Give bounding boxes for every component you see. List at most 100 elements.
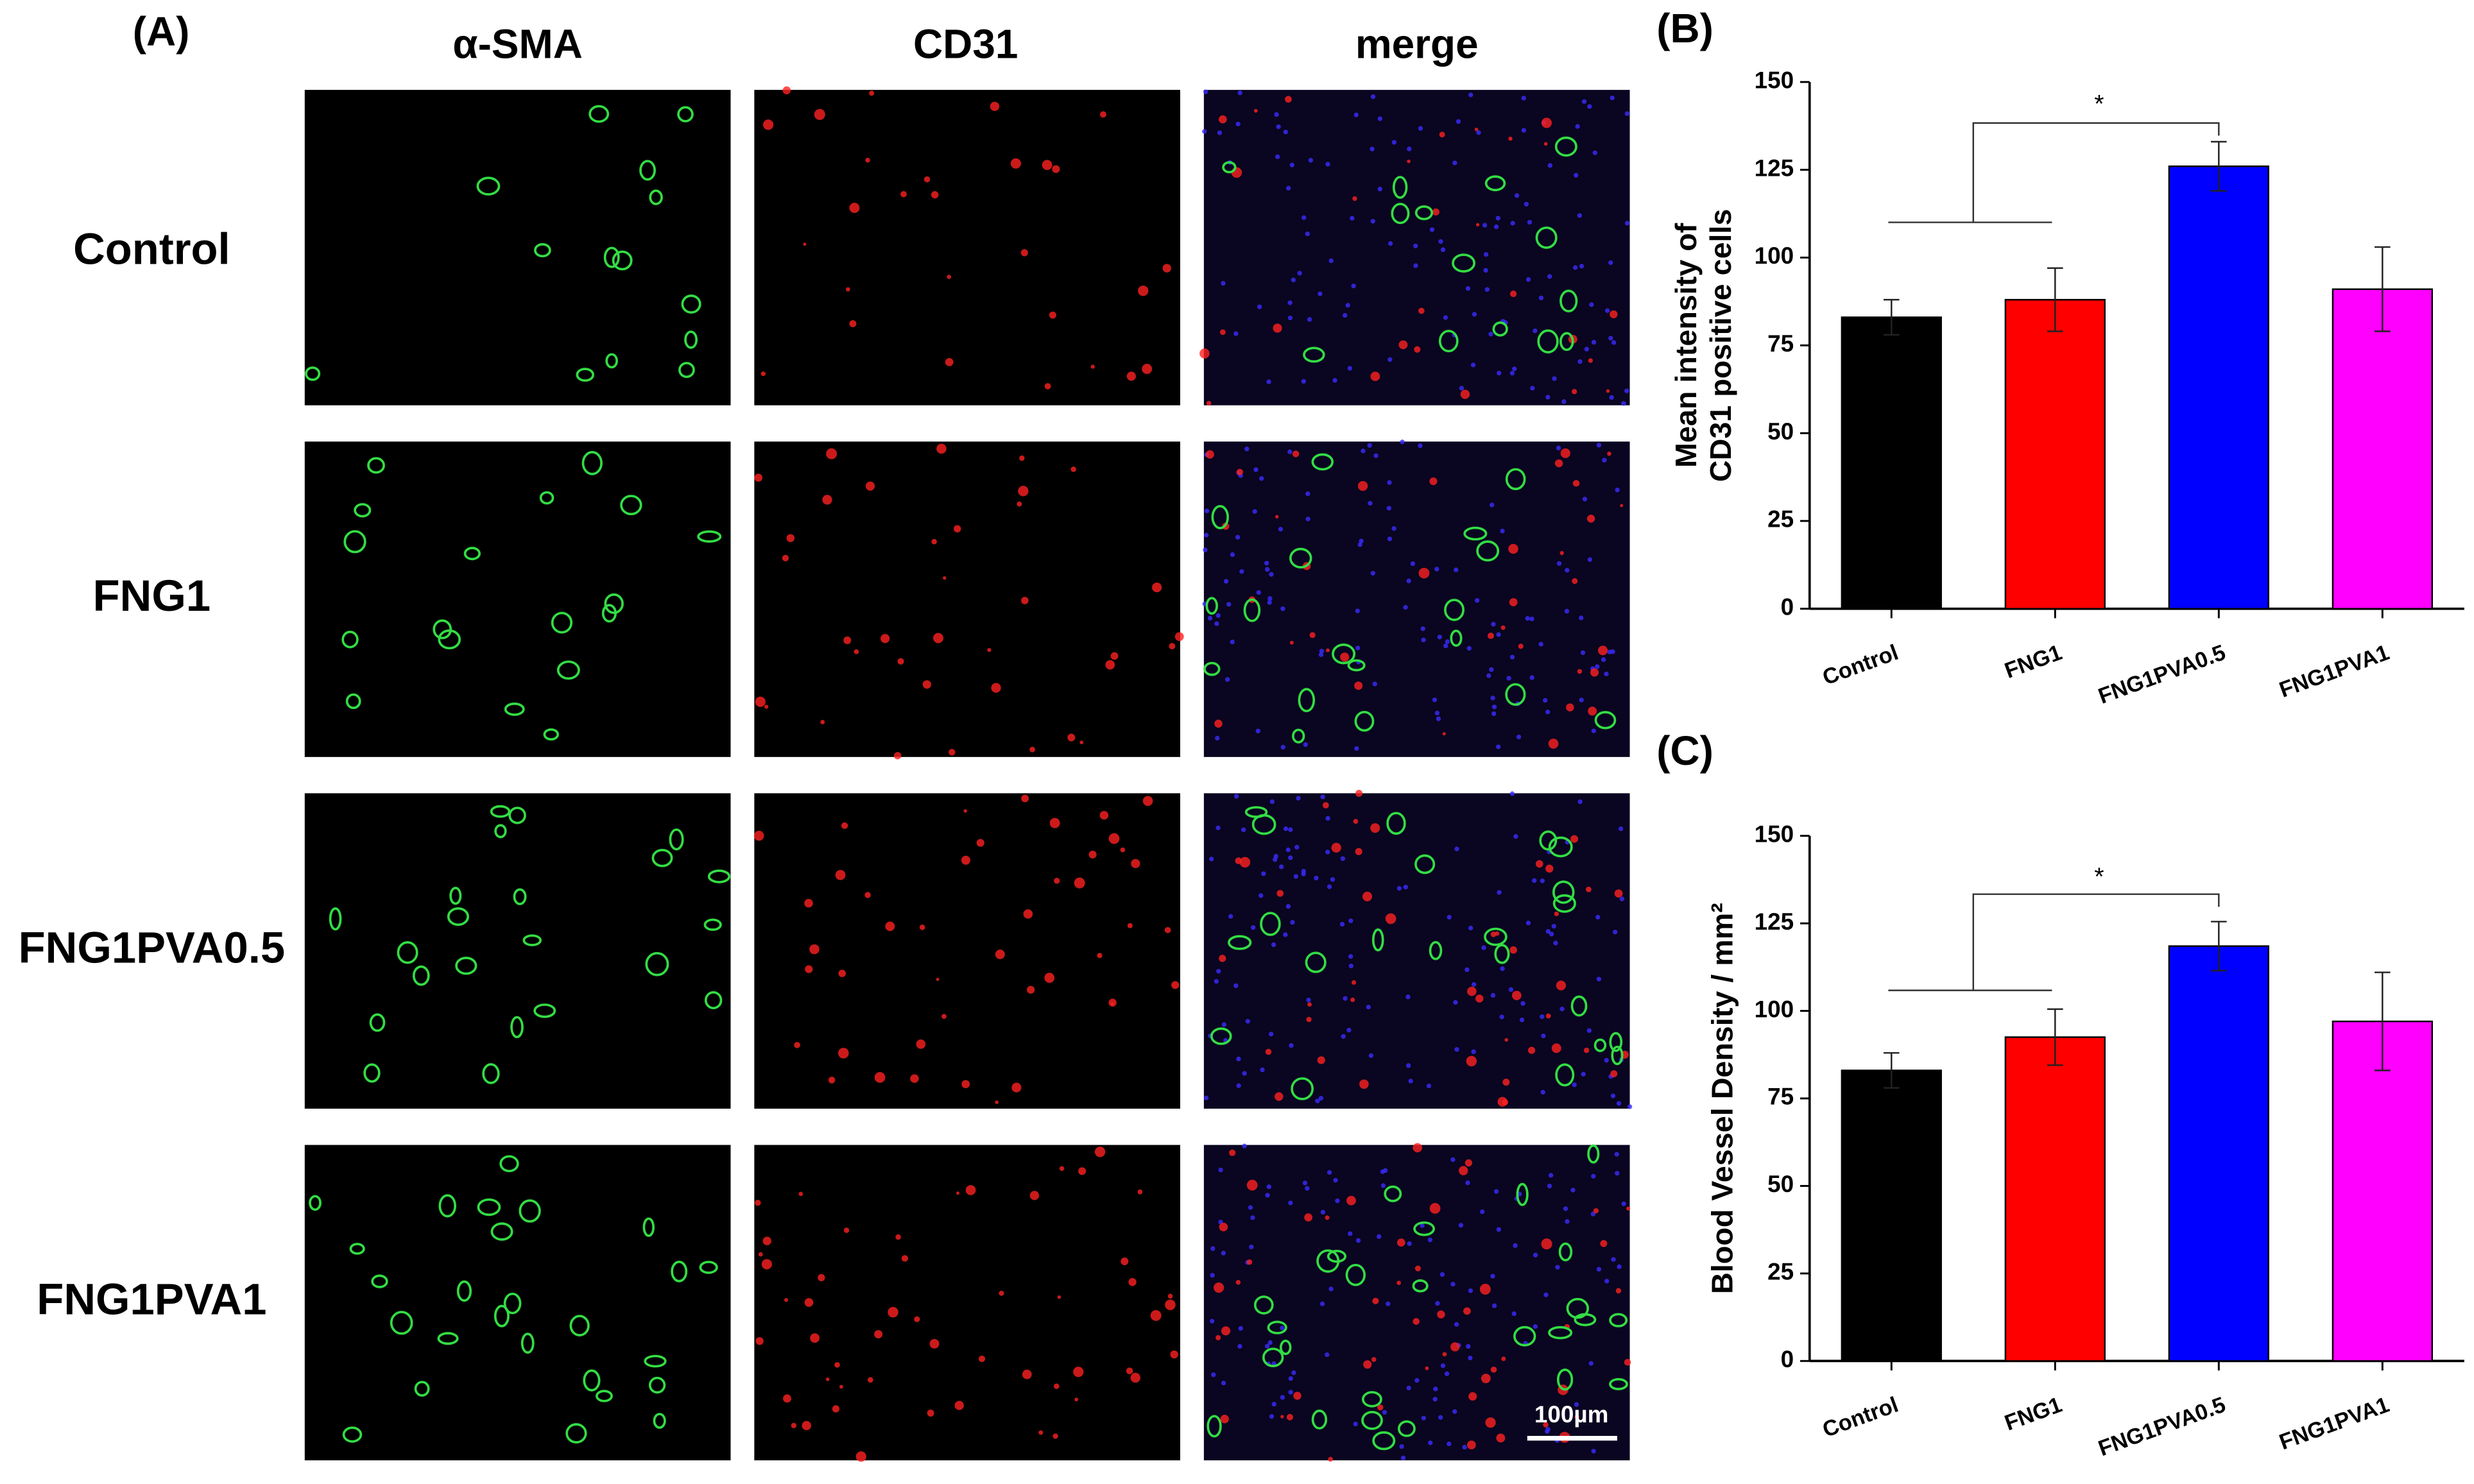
cd31-signal — [1052, 165, 1060, 173]
nucleus — [1529, 675, 1534, 680]
nucleus — [1258, 893, 1264, 898]
cd31-signal — [843, 1227, 850, 1233]
nucleus — [1387, 241, 1393, 246]
sma-ring — [305, 366, 321, 381]
nucleus — [1210, 1318, 1215, 1324]
nucleus — [1579, 264, 1585, 269]
cd31-signal — [1439, 132, 1445, 138]
nucleus — [1221, 1380, 1226, 1386]
nucleus — [1391, 140, 1397, 145]
sma-ring — [543, 728, 560, 741]
cd31-signal — [760, 371, 766, 377]
sma-ring — [596, 1390, 613, 1403]
cd31-signal — [910, 1074, 919, 1083]
nucleus — [1454, 1047, 1459, 1052]
cd31-signal — [1541, 1238, 1552, 1250]
cd31-signal — [1370, 371, 1380, 381]
nucleus — [1595, 664, 1600, 669]
cd31-signal — [900, 191, 907, 198]
nucleus — [1586, 1028, 1592, 1034]
cd31-signal — [1500, 625, 1506, 630]
sma-ring — [397, 941, 418, 964]
nucleus — [1468, 925, 1473, 931]
nucleus — [1318, 291, 1323, 296]
nucleus — [1307, 317, 1312, 322]
sma-ring — [437, 1332, 459, 1345]
nucleus — [1355, 1238, 1361, 1243]
cd31-signal — [834, 1361, 840, 1368]
cd31-signal — [1413, 1318, 1420, 1325]
cd31-signal — [783, 1394, 791, 1403]
nucleus — [1377, 1234, 1382, 1240]
nucleus — [1234, 794, 1239, 799]
cd31-signal — [1545, 1013, 1551, 1019]
sma-ring — [482, 1063, 500, 1084]
micrograph-bg — [304, 441, 731, 757]
nucleus — [1335, 1198, 1340, 1204]
nucleus — [1420, 1223, 1425, 1228]
nucleus — [1434, 567, 1439, 572]
nucleus — [1278, 864, 1284, 869]
cd31-signal — [1571, 389, 1577, 395]
nucleus — [1563, 1206, 1568, 1211]
nucleus — [1339, 921, 1345, 927]
cd31-signal — [803, 243, 807, 246]
sma-ring — [697, 530, 722, 543]
micrograph — [304, 793, 731, 1109]
nucleus — [1236, 1083, 1241, 1088]
cd31-signal — [1600, 1240, 1608, 1247]
nucleus — [1432, 697, 1438, 703]
sma-ring — [1413, 1221, 1436, 1236]
cd31-signal — [954, 525, 961, 533]
sma-ring — [1211, 505, 1229, 529]
nucleus — [1516, 734, 1522, 740]
sma-ring — [349, 1243, 365, 1255]
nucleus — [1545, 1429, 1550, 1434]
nucleus — [1627, 1104, 1633, 1109]
nucleus — [1207, 615, 1213, 621]
nucleus — [1248, 1205, 1253, 1210]
cd31-signal — [1029, 1191, 1040, 1200]
sma-ring — [1444, 599, 1465, 621]
nucleus — [1210, 1246, 1216, 1251]
sma-ring — [603, 246, 620, 268]
cd31-signal — [1127, 923, 1133, 928]
cd31-signal — [1535, 860, 1543, 868]
nucleus — [1530, 386, 1535, 391]
nucleus — [1370, 146, 1375, 151]
nucleus — [1293, 874, 1299, 879]
cd31-signal — [1265, 1048, 1272, 1055]
sma-ring — [1594, 711, 1617, 729]
sma-ring — [1463, 526, 1488, 541]
nucleus — [1572, 265, 1578, 270]
cd31-signal — [1219, 1222, 1228, 1232]
nucleus — [1245, 1019, 1250, 1024]
nucleus — [1341, 1034, 1346, 1039]
sma-ring — [1361, 1391, 1382, 1408]
cd31-signal — [1554, 459, 1563, 468]
significance-marker: * — [2094, 863, 2104, 891]
cd31-signal — [1253, 108, 1258, 113]
sma-ring — [1205, 597, 1218, 615]
cd31-signal — [1502, 1079, 1510, 1086]
nucleus — [1421, 1415, 1427, 1420]
nucleus — [1350, 216, 1355, 221]
cd31-signal — [1138, 286, 1149, 296]
nucleus — [1587, 557, 1593, 562]
nucleus — [1372, 681, 1377, 687]
nucleus — [1447, 1441, 1452, 1447]
nucleus — [1476, 130, 1481, 135]
cd31-signal — [755, 1199, 761, 1206]
cd31-signal — [764, 704, 769, 709]
nucleus — [1294, 844, 1300, 850]
y-tick-label: 100 — [1755, 996, 1794, 1022]
nucleus — [1203, 1095, 1209, 1100]
nucleus — [1286, 185, 1291, 191]
nucleus — [1400, 439, 1405, 445]
cd31-signal — [798, 1191, 803, 1197]
nucleus — [1260, 1067, 1265, 1073]
cd31-signal — [995, 1100, 999, 1104]
cd31-signal — [1221, 1326, 1231, 1336]
cd31-signal — [1022, 1369, 1032, 1379]
sma-ring — [1513, 1326, 1536, 1347]
